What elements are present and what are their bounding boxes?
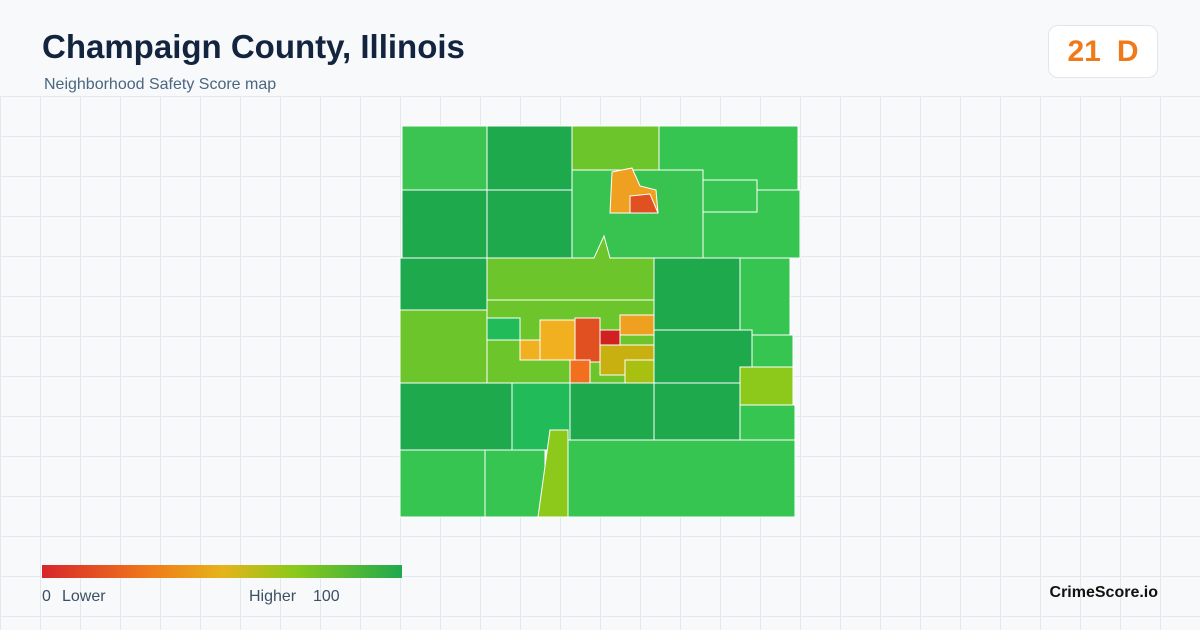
region (574, 317, 601, 363)
region (399, 257, 488, 311)
legend-max-label: Higher (249, 588, 297, 605)
region (624, 359, 655, 384)
region (486, 189, 573, 259)
region (569, 382, 655, 451)
legend-max: 100 (313, 588, 340, 605)
region (653, 257, 741, 331)
region (629, 193, 659, 214)
region (599, 329, 621, 346)
region (739, 257, 791, 336)
region (539, 319, 576, 361)
score-badge: 21 D (1048, 25, 1158, 78)
region (486, 317, 521, 341)
region (399, 382, 513, 451)
region (653, 329, 753, 384)
region (537, 429, 569, 518)
subtitle: Neighborhood Safety Score map (44, 76, 277, 93)
region (401, 189, 488, 259)
header-bar (0, 0, 1200, 97)
title: Champaign County, Illinois (42, 28, 465, 65)
region (401, 125, 488, 191)
region (571, 125, 660, 171)
region (486, 125, 573, 191)
legend-gradient (42, 565, 402, 578)
region (519, 339, 541, 361)
legend-min-label: Lower (62, 588, 106, 605)
region (739, 366, 794, 411)
region (399, 449, 486, 518)
region (653, 382, 741, 441)
region (702, 179, 758, 213)
region (569, 359, 591, 384)
score-value: 21 (1067, 34, 1101, 68)
region (567, 439, 796, 518)
region (484, 449, 546, 518)
region (399, 309, 488, 384)
score-grade: D (1116, 34, 1139, 68)
region (751, 334, 794, 368)
legend-min: 0 (42, 588, 51, 605)
region (619, 314, 655, 336)
brand: CrimeScore.io (1049, 584, 1158, 601)
